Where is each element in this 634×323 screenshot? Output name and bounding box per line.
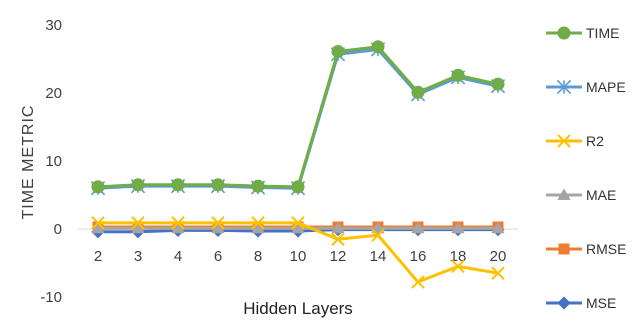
x-tick-label: 2 bbox=[94, 248, 102, 265]
x-tick-label: 8 bbox=[254, 248, 262, 265]
x-tick-label: 6 bbox=[214, 248, 222, 265]
data-point bbox=[451, 221, 465, 234]
data-point bbox=[131, 216, 145, 230]
legend-item-mape: MAPE bbox=[546, 79, 626, 95]
data-point bbox=[331, 232, 345, 246]
x-tick-label: 10 bbox=[290, 248, 307, 265]
data-point bbox=[491, 221, 505, 234]
y-tick-label: -10 bbox=[40, 289, 62, 306]
data-point bbox=[491, 77, 505, 91]
y-tick-label: 0 bbox=[54, 221, 62, 238]
x-tick-label: 4 bbox=[174, 248, 182, 265]
legend-marker bbox=[558, 243, 570, 255]
legend-label: MSE bbox=[586, 295, 616, 311]
series-mae bbox=[91, 221, 505, 234]
data-point bbox=[91, 180, 105, 194]
legend-label: RMSE bbox=[586, 241, 626, 257]
x-axis-ticks: 2 3 4 6 8 10 12 14 16 18 20 bbox=[94, 248, 507, 265]
x-tick-label: 18 bbox=[450, 248, 467, 265]
x-tick-label: 20 bbox=[490, 248, 507, 265]
x-tick-label: 14 bbox=[370, 248, 387, 265]
data-point bbox=[171, 221, 185, 234]
legend-marker bbox=[557, 188, 571, 200]
data-point bbox=[451, 259, 465, 274]
series-time bbox=[91, 40, 505, 194]
legend-marker bbox=[557, 296, 571, 310]
x-tick-label: 16 bbox=[410, 248, 427, 265]
data-point bbox=[291, 180, 305, 194]
y-tick-label: 20 bbox=[45, 85, 62, 102]
data-point bbox=[211, 216, 225, 230]
data-point bbox=[371, 40, 385, 54]
series-mape bbox=[90, 42, 506, 196]
data-point bbox=[251, 179, 265, 193]
data-point bbox=[371, 221, 385, 234]
data-point bbox=[251, 216, 265, 230]
y-tick-label: 30 bbox=[45, 17, 62, 34]
y-axis-ticks: -10 0 10 20 30 bbox=[40, 17, 62, 306]
legend-item-time: TIME bbox=[546, 25, 619, 41]
legend: TIME MAPE R2 MAE RMSE MSE bbox=[546, 25, 626, 311]
data-point bbox=[211, 178, 225, 192]
x-tick-label: 12 bbox=[330, 248, 347, 265]
legend-item-r2: R2 bbox=[546, 133, 604, 149]
legend-item-rmse: RMSE bbox=[546, 241, 626, 257]
legend-item-mae: MAE bbox=[546, 187, 616, 203]
data-point bbox=[371, 228, 385, 242]
series-line bbox=[97, 47, 499, 190]
data-point bbox=[411, 221, 425, 234]
legend-marker bbox=[557, 26, 571, 40]
legend-item-mse: MSE bbox=[546, 295, 616, 311]
series-layer bbox=[90, 40, 506, 289]
data-point bbox=[411, 85, 425, 99]
legend-marker bbox=[557, 134, 571, 148]
legend-label: MAPE bbox=[586, 79, 626, 95]
data-point bbox=[171, 216, 185, 230]
series-line bbox=[97, 45, 499, 189]
series-r2 bbox=[91, 216, 505, 289]
legend-label: MAE bbox=[586, 187, 616, 203]
x-axis-label: Hidden Layers bbox=[243, 299, 353, 318]
y-tick-label: 10 bbox=[45, 153, 62, 170]
data-point bbox=[211, 221, 225, 234]
data-point bbox=[331, 221, 345, 234]
data-point bbox=[91, 221, 105, 234]
data-point bbox=[131, 221, 145, 234]
legend-label: R2 bbox=[586, 133, 604, 149]
legend-label: TIME bbox=[586, 25, 619, 41]
data-point bbox=[491, 266, 505, 280]
legend-marker bbox=[556, 79, 572, 95]
y-axis-label: TIME METRIC bbox=[20, 105, 37, 220]
data-point bbox=[291, 216, 305, 230]
data-point bbox=[331, 44, 345, 59]
x-tick-label: 3 bbox=[134, 248, 142, 265]
data-point bbox=[91, 216, 105, 230]
data-point bbox=[171, 178, 185, 192]
data-point bbox=[451, 68, 465, 82]
data-point bbox=[251, 221, 265, 234]
data-point bbox=[291, 221, 305, 234]
data-point bbox=[411, 275, 425, 289]
data-point bbox=[131, 178, 145, 192]
